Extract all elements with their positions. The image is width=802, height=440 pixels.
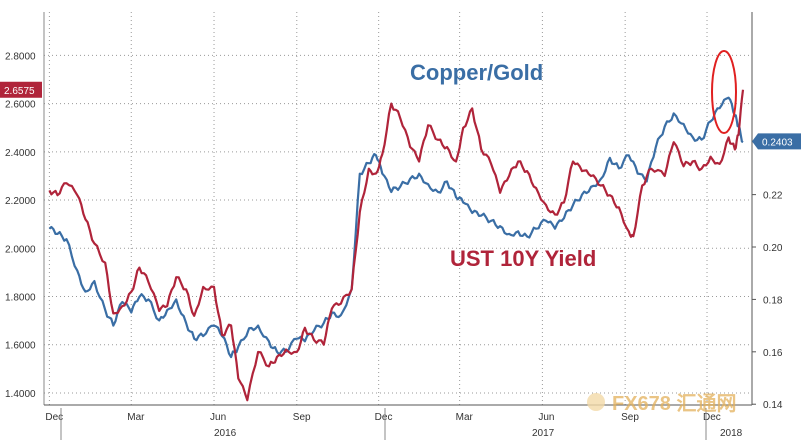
grid-lines [44,12,752,405]
x-tick-label: Jun [538,412,554,423]
y-left-tick-label: 2.6000 [5,100,36,111]
x-tick-label: Dec [703,412,721,423]
x-tick-label: Jun [210,412,226,423]
watermark: FX678 汇通网 [587,392,736,415]
y-left-tick-label: 1.8000 [5,293,36,304]
ust-10y-yield-annotation: UST 10Y Yield [450,246,596,271]
x-tick-label: Mar [456,412,474,423]
y-right-tick-label: 0.14 [763,400,783,411]
y-left-tick-label: 1.4000 [5,389,36,400]
watermark-logo-icon [587,393,605,411]
y-right-tick-label: 0.20 [763,243,783,254]
x-tick-label: Sep [621,412,639,423]
annotations: Copper/Gold UST 10Y Yield [410,50,737,271]
copper-gold-current-value-badge [752,133,801,150]
axes: 1.4000 1.6000 1.8000 2.0000 2.2000 2.4000 2.60… [0,12,801,440]
x-year-label: 2016 [214,428,237,439]
y-left-tick-label: 2.8000 [5,51,36,62]
watermark-text: FX678 汇通网 [612,392,736,415]
copper-gold-current-value-label: 0.2403 [762,137,793,148]
ust-current-value-label: 2.6575 [4,86,35,97]
y-left-tick-label: 2.0000 [5,244,36,255]
copper-gold-annotation: Copper/Gold [410,60,543,85]
x-tick-label: Dec [375,412,393,423]
x-tick-label: Mar [127,412,145,423]
x-year-label: 2018 [720,428,743,439]
y-right-tick-label: 0.16 [763,348,783,359]
series-lines [48,89,745,402]
ust-10y-yield-line [48,89,745,402]
x-tick-label: Sep [293,412,311,423]
y-right-tick-label: 0.18 [763,295,783,306]
ust-current-value-badge [0,81,42,98]
copper-gold-line [48,96,744,359]
x-year-label: 2017 [532,428,555,439]
y-right-tick-label: 0.22 [763,191,783,202]
y-left-tick-label: 1.6000 [5,341,36,352]
y-left-tick-label: 2.4000 [5,148,36,159]
highlight-ellipse [711,50,737,134]
y-left-tick-label: 2.2000 [5,196,36,207]
x-tick-label: Dec [45,412,63,423]
